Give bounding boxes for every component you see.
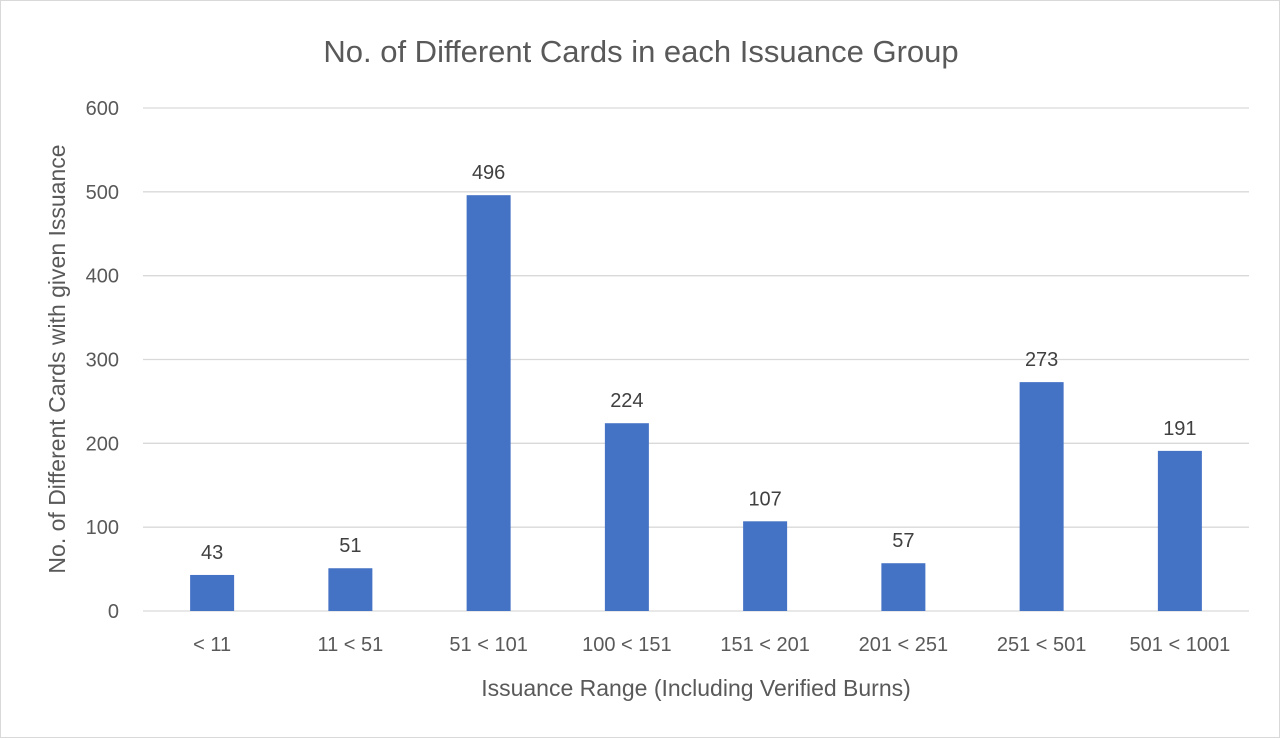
y-axis-title: No. of Different Cards with given Issuan… [44, 144, 70, 573]
data-label: 224 [610, 390, 643, 412]
bar [328, 568, 373, 611]
data-label: 51 [339, 535, 361, 557]
bar [1019, 382, 1064, 611]
bar [881, 563, 926, 611]
bar [743, 521, 788, 611]
bar [466, 195, 511, 612]
bar [190, 574, 235, 611]
data-label: 57 [892, 530, 914, 552]
data-label: 107 [748, 488, 781, 510]
y-tick-label: 100 [86, 517, 119, 539]
y-tick-label: 600 [86, 98, 119, 120]
data-label: 496 [472, 162, 505, 184]
chart-title: No. of Different Cards in each Issuance … [323, 34, 958, 69]
data-labels: 43 51 496 224 107 57 273 191 [201, 162, 1197, 564]
y-tick-label: 200 [86, 433, 119, 455]
gridlines [143, 107, 1249, 612]
x-tick-label: 201 < 251 [859, 634, 949, 656]
y-tick-label: 400 [86, 266, 119, 288]
x-tick-label: < 11 [193, 634, 231, 656]
bar [604, 423, 649, 611]
y-tick-label: 300 [86, 350, 119, 372]
x-axis-title: Issuance Range (Including Verified Burns… [481, 675, 911, 701]
y-tick-label: 0 [108, 601, 119, 623]
x-tick-label: 11 < 51 [317, 634, 383, 656]
x-tick-label: 501 < 1001 [1130, 634, 1231, 656]
bar [1157, 450, 1202, 611]
y-axis-ticks: 0 100 200 300 400 500 600 [86, 98, 119, 623]
y-tick-label: 500 [86, 182, 119, 204]
data-label: 191 [1163, 418, 1196, 440]
data-label: 273 [1025, 349, 1058, 371]
x-tick-label: 151 < 201 [720, 634, 810, 656]
x-axis-ticks: < 11 11 < 51 51 < 101 100 < 151 151 < 201 201… [193, 634, 1230, 656]
x-tick-label: 251 < 501 [997, 634, 1087, 656]
bars [190, 195, 1202, 612]
data-label: 43 [201, 542, 223, 564]
x-tick-label: 100 < 151 [582, 634, 672, 656]
x-tick-label: 51 < 101 [449, 634, 527, 656]
